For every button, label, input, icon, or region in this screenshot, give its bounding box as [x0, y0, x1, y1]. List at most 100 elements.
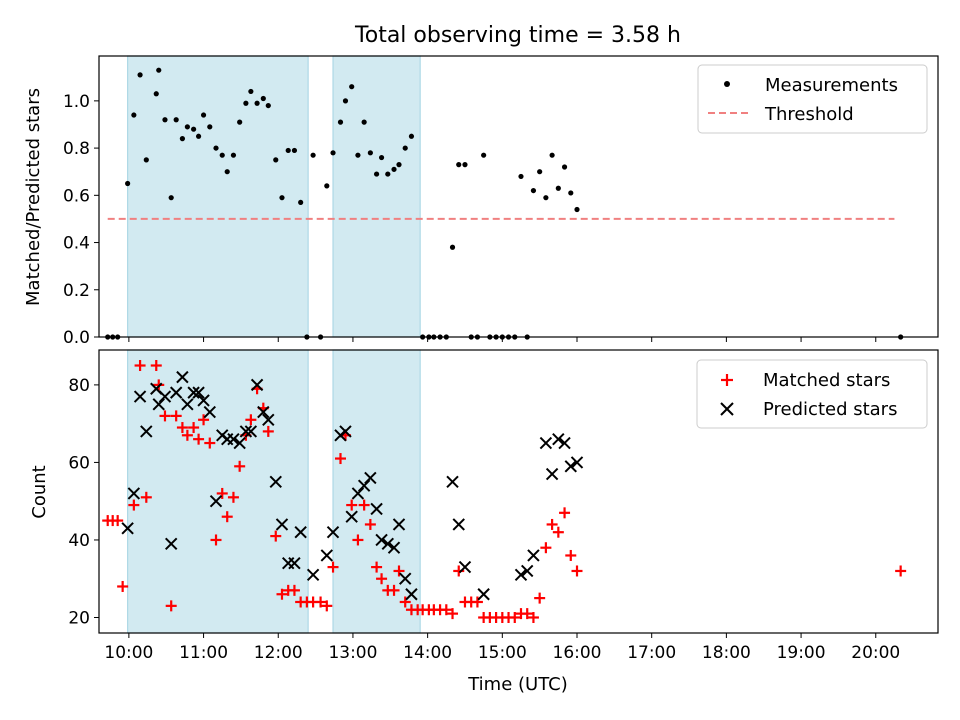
measurement-point	[530, 187, 537, 194]
measurement-point	[168, 195, 174, 201]
measurement-point	[355, 152, 361, 158]
measurement-point	[248, 88, 254, 95]
predicted-star-point	[181, 398, 194, 411]
x-tick-label: 20:00	[851, 643, 900, 663]
measurement-point	[291, 147, 298, 154]
bottom-plot-area	[102, 349, 907, 634]
x-tick-label: 12:00	[254, 643, 303, 663]
matched-star-point	[270, 530, 282, 542]
predicted-star-point	[187, 386, 200, 399]
matched-star-point	[198, 414, 210, 426]
matched-star-point	[334, 453, 346, 465]
predicted-star-point	[158, 390, 172, 403]
shaded-interval	[332, 55, 421, 338]
matched-star-point	[276, 588, 288, 600]
predicted-star-point	[514, 568, 528, 582]
matched-star-point	[112, 515, 124, 527]
predicted-star-point	[351, 487, 365, 500]
predicted-star-point	[339, 425, 352, 438]
measurement-point	[219, 152, 225, 158]
matched-star-point	[571, 565, 583, 577]
x-tick-label: 15:00	[478, 643, 527, 663]
predicted-star-point	[357, 479, 371, 492]
top-y-axis-label: Matched/Predicted stars	[23, 88, 44, 306]
y-tick-label: 0.8	[63, 139, 90, 159]
predicted-star-point	[320, 549, 334, 562]
measurement-point	[131, 112, 137, 118]
matched-star-point	[546, 518, 558, 530]
predicted-star-point	[244, 425, 258, 438]
bottom-x-ticks: 10:00 11:00 12:00 13:00 14:00 15:00 16:00 17:00…	[104, 633, 900, 663]
shaded-interval	[127, 55, 309, 338]
matched-star-point	[364, 518, 376, 530]
predicted-star-point	[306, 568, 320, 582]
matched-star-point	[128, 499, 140, 511]
predicted-star-point	[552, 432, 565, 446]
y-tick-label: 60	[68, 453, 90, 473]
measurement-point	[162, 117, 168, 123]
predicted-star-point	[133, 390, 147, 403]
y-tick-label: 40	[68, 531, 90, 551]
predicted-star-point	[121, 522, 134, 535]
measurement-point	[298, 199, 304, 206]
measurement-point	[481, 152, 487, 158]
bottom-y-ticks: 20 40 60 80	[68, 376, 99, 628]
matched-star-point	[352, 534, 364, 546]
legend-matched-label: Matched stars	[763, 370, 890, 391]
y-tick-label: 20	[68, 608, 90, 628]
matched-star-point	[150, 360, 162, 372]
measurement-point	[402, 145, 408, 151]
predicted-star-point	[527, 549, 540, 562]
measurement-point	[224, 169, 230, 175]
y-tick-label: 0.2	[63, 281, 90, 301]
measurement-point	[237, 119, 243, 125]
bottom-y-axis-label: Count	[29, 465, 50, 518]
matched-star-point	[471, 596, 483, 608]
matched-star-point	[204, 437, 216, 449]
matched-star-point	[181, 429, 193, 441]
measurement-point	[273, 157, 279, 163]
measurement-point	[518, 173, 524, 180]
predicted-star-point	[387, 541, 401, 554]
predicted-star-point	[326, 525, 340, 539]
x-tick-label: 13:00	[328, 643, 377, 663]
measurement-point	[373, 171, 380, 177]
measurement-point	[279, 195, 285, 201]
measurement-point	[230, 152, 237, 158]
matched-star-point	[227, 491, 239, 503]
predicted-star-point	[294, 525, 307, 539]
predicted-star-point	[203, 405, 216, 419]
predicted-star-point	[345, 510, 358, 523]
x-tick-label: 16:00	[553, 643, 602, 663]
measurement-point	[125, 180, 131, 187]
measurement-point	[156, 67, 162, 73]
measurement-point	[574, 206, 580, 213]
measurement-point	[191, 126, 197, 132]
top-axes-frame	[98, 55, 939, 338]
matched-star-point	[540, 542, 552, 554]
measurement-point	[260, 95, 266, 102]
predicted-star-point	[539, 436, 553, 450]
matched-star-point	[234, 460, 246, 472]
matched-star-point	[221, 511, 233, 523]
matched-star-point	[552, 526, 564, 538]
predicted-star-point	[262, 413, 275, 426]
predicted-star-point	[239, 425, 253, 438]
predicted-star-point	[209, 494, 223, 508]
predicted-star-point	[250, 378, 264, 392]
x-tick-label: 19:00	[777, 643, 826, 663]
matched-star-point	[895, 565, 907, 577]
measurement-point	[378, 154, 385, 161]
shaded-interval	[127, 349, 309, 634]
measurement-point	[456, 162, 462, 168]
matched-star-point	[140, 491, 152, 503]
y-tick-label: 1.0	[63, 92, 90, 112]
matched-star-point	[262, 425, 274, 437]
predicted-star-point	[192, 386, 205, 399]
top-plot-area	[105, 55, 904, 340]
predicted-star-point	[558, 436, 571, 450]
measurement-point	[213, 145, 219, 151]
x-tick-label: 10:00	[104, 643, 153, 663]
measurement-point	[137, 72, 143, 78]
